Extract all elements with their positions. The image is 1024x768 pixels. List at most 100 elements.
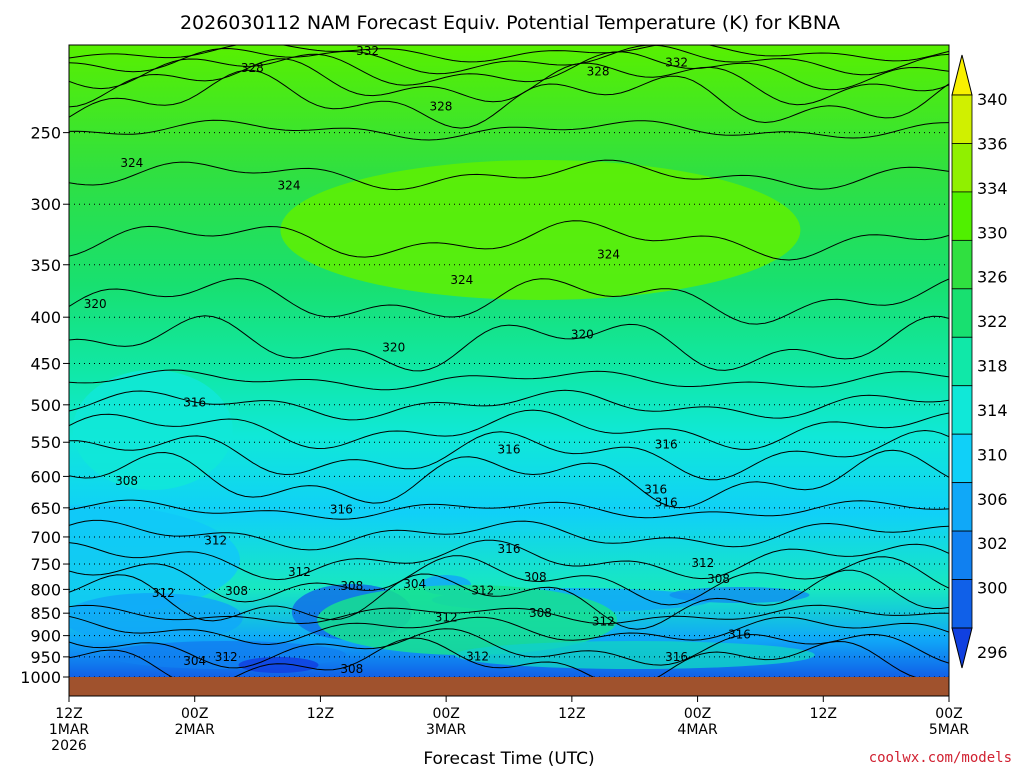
contour-line xyxy=(69,51,949,91)
x-tick-label: 3MAR xyxy=(426,722,467,738)
contour-labels: 3323323283283283243243243243203203203163… xyxy=(84,44,751,676)
contour-line xyxy=(69,569,949,630)
colorbar-segment xyxy=(951,530,973,580)
y-tick-label: 950 xyxy=(30,648,61,667)
contour-label: 316 xyxy=(644,482,667,496)
contour-line xyxy=(69,369,949,391)
mid-low-region xyxy=(69,505,240,615)
x-tick-label: 00Z xyxy=(432,706,459,722)
upper-warm-region xyxy=(280,160,801,300)
contour-line xyxy=(69,159,949,191)
low-moist-band xyxy=(317,585,618,655)
contour-label: 312 xyxy=(471,583,494,597)
contour-line xyxy=(69,389,949,421)
contour-label: 312 xyxy=(288,565,311,579)
y-tick-label: 650 xyxy=(30,499,61,518)
contour-label: 304 xyxy=(403,577,426,591)
y-tick-label: 900 xyxy=(30,627,61,646)
contour-line xyxy=(69,220,949,261)
layer-pocket-far-right xyxy=(669,587,810,603)
y-tick-label: 750 xyxy=(30,555,61,574)
contour-label: 308 xyxy=(529,606,552,620)
colorbar-top-arrow xyxy=(951,54,973,96)
colorbar-segment xyxy=(951,143,973,193)
contour-line xyxy=(69,119,949,141)
x-tick-label: 5MAR xyxy=(929,722,970,738)
plot-frame xyxy=(68,44,950,697)
low-region-left xyxy=(72,370,233,490)
contour-line xyxy=(69,277,949,325)
chart-title: 2026030112 NAM Forecast Equiv. Potential… xyxy=(180,12,840,34)
contour-label: 308 xyxy=(225,584,248,598)
contour-label: 328 xyxy=(241,61,264,75)
contour-label: 304 xyxy=(183,654,206,668)
x-tick-label: 00Z xyxy=(684,706,711,722)
contour-line xyxy=(69,615,949,646)
colorbar-bottom-arrow xyxy=(951,627,973,669)
contour-label: 312 xyxy=(152,586,175,600)
contour-label: 312 xyxy=(592,614,615,628)
contour-label: 312 xyxy=(435,610,458,624)
x-tick-label: 00Z xyxy=(181,706,208,722)
y-tick-label: 800 xyxy=(30,580,61,599)
x-tick-label: 4MAR xyxy=(677,722,718,738)
x-axis-label: Forecast Time (UTC) xyxy=(423,749,594,768)
contour-label: 316 xyxy=(728,627,751,641)
colorbar-segment xyxy=(951,94,973,144)
contour-label: 324 xyxy=(120,156,143,170)
x-tick-label: 12Z xyxy=(55,706,82,722)
contour-line xyxy=(69,58,949,108)
contour-line xyxy=(69,519,949,551)
contour-line xyxy=(69,628,949,669)
y-tick-label: 600 xyxy=(30,467,61,486)
contour-line xyxy=(69,409,949,450)
contour-label: 324 xyxy=(450,273,473,287)
contour-label: 316 xyxy=(498,542,521,556)
colorbar-label: 326 xyxy=(977,268,1008,287)
y-tick-label: 500 xyxy=(30,396,61,415)
colorbar-segment xyxy=(951,482,973,532)
contour-label: 308 xyxy=(115,474,138,488)
contour-label: 320 xyxy=(571,327,594,341)
colorbar-label: 340 xyxy=(977,90,1008,109)
y-tick-label: 300 xyxy=(30,195,61,214)
colorbar-label: 334 xyxy=(977,179,1008,198)
contour-label: 320 xyxy=(382,340,405,354)
contour-lines xyxy=(69,45,949,677)
colorbar-label: 330 xyxy=(977,223,1008,242)
contour-label: 312 xyxy=(215,650,238,664)
contour-label: 316 xyxy=(498,442,521,456)
colorbar-label: 322 xyxy=(977,312,1008,331)
contour-line xyxy=(69,45,949,76)
y-tick-label: 700 xyxy=(30,528,61,547)
contour-label: 308 xyxy=(524,570,547,584)
contour-line xyxy=(69,555,949,606)
y-tick-label: 350 xyxy=(30,256,61,275)
contour-label: 308 xyxy=(707,572,730,586)
surface-core xyxy=(238,657,319,673)
y-tick-label: 250 xyxy=(30,124,61,143)
contour-label: 332 xyxy=(356,44,379,58)
y-tick-label: 1000 xyxy=(20,668,61,687)
x-tick-label: 12Z xyxy=(307,706,334,722)
colorbar-label: 318 xyxy=(977,357,1008,376)
colorbar-segment xyxy=(951,579,973,629)
y-tick-label: 450 xyxy=(30,354,61,373)
colorbar-label: 296 xyxy=(977,643,1008,662)
contour-label: 332 xyxy=(665,55,688,69)
contour-line xyxy=(69,637,949,677)
contour-label: 328 xyxy=(587,65,610,79)
contour-label: 308 xyxy=(340,662,363,676)
y-tick-label: 850 xyxy=(30,604,61,623)
y-tick-label: 400 xyxy=(30,308,61,327)
colorbar-label: 300 xyxy=(977,579,1008,598)
colorbar-label: 310 xyxy=(977,445,1008,464)
colorbar-segment xyxy=(951,239,973,290)
colorbar-label: 306 xyxy=(977,490,1008,509)
y-tick-label: 550 xyxy=(30,433,61,452)
contour-label: 324 xyxy=(597,248,620,262)
contour-label: 328 xyxy=(429,100,452,114)
x-tick-label: 12Z xyxy=(810,706,837,722)
